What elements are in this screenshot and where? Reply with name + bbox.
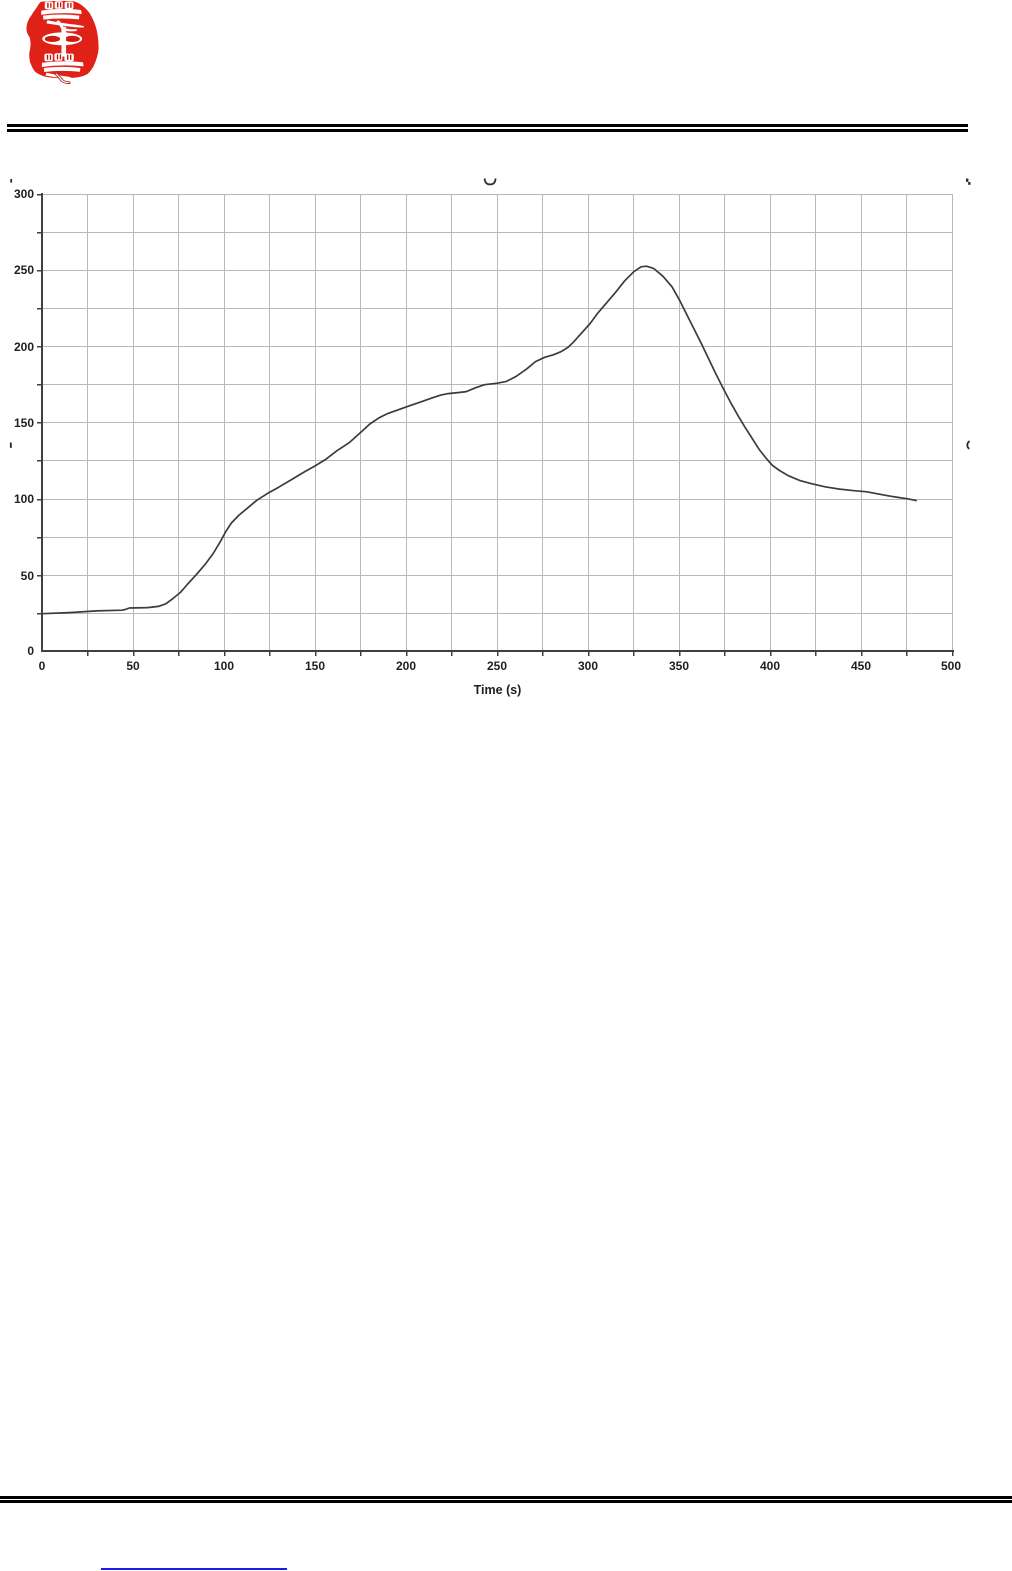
svg-text:300: 300: [578, 659, 598, 673]
svg-text:100: 100: [14, 492, 34, 506]
svg-text:350: 350: [669, 659, 689, 673]
svg-text:Time (s): Time (s): [474, 683, 522, 697]
svg-text:150: 150: [14, 416, 34, 430]
svg-text:50: 50: [126, 659, 140, 673]
svg-text:0: 0: [27, 644, 34, 658]
svg-text:450: 450: [851, 659, 871, 673]
svg-text:300: 300: [14, 187, 34, 201]
svg-text:50: 50: [21, 569, 35, 583]
svg-text:200: 200: [396, 659, 416, 673]
svg-text:500: 500: [941, 659, 961, 673]
svg-text:250: 250: [14, 263, 34, 277]
svg-text:150: 150: [305, 659, 325, 673]
svg-text:400: 400: [760, 659, 780, 673]
svg-text:100: 100: [214, 659, 234, 673]
svg-text:200: 200: [14, 340, 34, 354]
svg-text:250: 250: [487, 659, 507, 673]
svg-text:0: 0: [39, 659, 46, 673]
